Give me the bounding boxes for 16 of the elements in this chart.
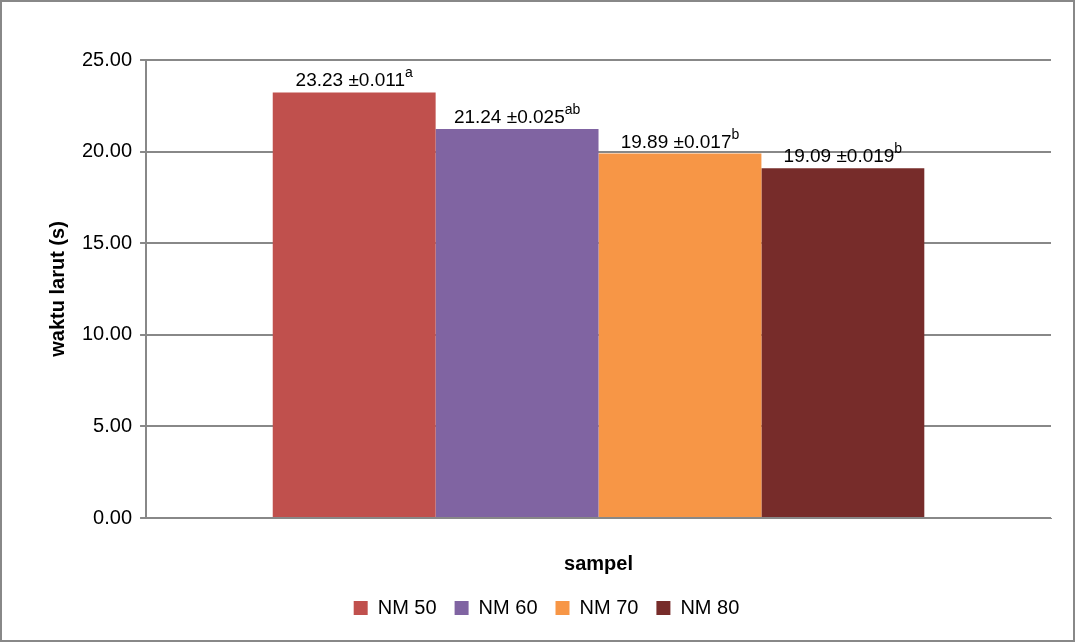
legend-label: NM 60 [478,595,538,618]
bar [435,128,599,517]
y-tick-label: 15.00 [81,230,133,253]
y-axis-title: waktu larut (s) [45,221,68,358]
y-tick-label: 20.00 [81,139,133,162]
bar [272,92,436,517]
y-tick-label: 10.00 [81,322,133,345]
y-tick-label: 25.00 [81,47,133,70]
bar [598,153,762,517]
legend-label: NM 50 [377,595,437,618]
x-axis-title: sampel [564,551,633,574]
legend-label: NM 80 [680,595,740,618]
y-tick-label: 0.00 [93,505,133,528]
y-tick-label: 5.00 [93,413,133,436]
bar [761,168,925,517]
legend-label: NM 70 [579,595,639,618]
